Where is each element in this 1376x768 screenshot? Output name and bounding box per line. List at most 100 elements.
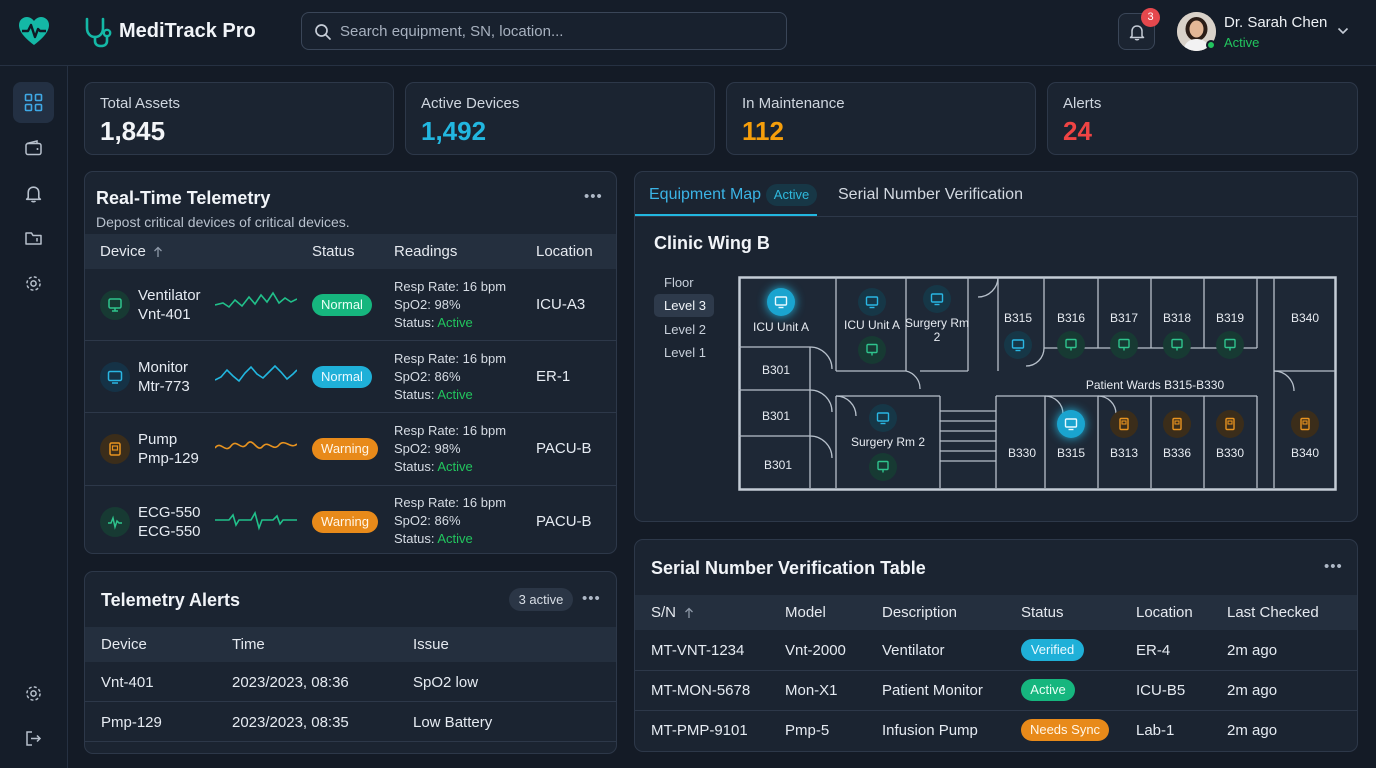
infusion-pump-marker[interactable] [1163,410,1191,438]
tab-serial-verification[interactable]: Serial Number Verification [838,186,1023,203]
search-bar[interactable] [301,12,787,50]
ecg-icon [100,507,130,537]
sort-up-icon[interactable] [153,246,163,258]
monitor-marker[interactable] [858,288,886,316]
column-header-sn[interactable]: S/N [651,604,677,621]
reading-state: Status: Active [394,315,473,330]
monitor-marker[interactable] [923,285,951,313]
floor-level-2-button[interactable]: Level 2 [664,322,706,337]
stat-label: Total Assets [100,95,181,112]
tab-equipment-map[interactable]: Equipment Map [649,186,762,203]
sparkline [215,510,297,531]
room-label: B316 [1056,311,1086,325]
device-model: Mtr-773 [138,378,190,395]
status-badge: Normal [312,294,372,316]
notifications-button[interactable] [1118,13,1155,50]
reading-resp: Resp Rate: 16 bpm [394,423,507,438]
monitor-marker[interactable] [1004,331,1032,359]
column-header-location: Location [536,243,593,260]
ventilator-marker[interactable] [1057,331,1085,359]
settings-icon [26,686,41,701]
ventilator-marker[interactable] [869,453,897,481]
ventilator-marker[interactable] [858,336,886,364]
sort-up-icon[interactable] [684,607,694,619]
column-header-device: Device [101,636,147,653]
stat-value: 24 [1063,116,1092,146]
column-header-location: Location [1136,604,1193,621]
infusion-pump-marker[interactable] [1216,410,1244,438]
serial-table-panel: Serial Number Verification Table ••• S/N… [634,539,1358,752]
alerts-panel: Telemetry Alerts 3 active ••• Device Tim… [84,571,617,754]
row-divider [635,670,1357,671]
status-badge: Normal [312,366,372,388]
search-input[interactable] [340,13,780,49]
reading-resp: Resp Rate: 16 bpm [394,495,507,510]
stat-card-total-assets[interactable]: Total Assets 1,845 [84,82,394,155]
online-indicator [1206,40,1216,50]
monitor-marker[interactable] [767,288,795,316]
infusion-pump-marker[interactable] [1291,410,1319,438]
column-header-device[interactable]: Device [100,243,146,260]
row-divider [635,710,1357,711]
top-bar: MediTrack Pro 3 Dr. Sarah Chen Active [0,0,1376,66]
alert-device: Vnt-401 [101,674,154,691]
alert-device: Pmp-129 [101,714,162,731]
sidebar-item-dashboard[interactable] [13,82,54,123]
stat-label: In Maintenance [742,95,845,112]
column-header-readings: Readings [394,243,458,260]
sidebar-item-files[interactable] [13,218,54,259]
room-label: B317 [1109,311,1139,325]
corridor-label: Patient Wards B315-B330 [1085,378,1225,392]
row-divider [85,340,616,341]
device-location: PACU-B [536,513,592,530]
more-options-icon[interactable]: ••• [584,188,603,205]
row-divider [85,701,616,702]
stat-card-active-devices[interactable]: Active Devices 1,492 [405,82,715,155]
notification-count-badge: 3 [1141,8,1160,27]
stat-value: 1,492 [421,116,487,146]
floor-level-3-button[interactable] [654,294,714,317]
reading-state: Status: Active [394,459,473,474]
device-name: Pump [138,431,178,448]
active-badge: Active [766,184,817,206]
monitor-icon [100,362,130,392]
description: Patient Monitor [882,682,983,699]
description: Infusion Pump [882,722,978,739]
wallet-icon [25,140,42,156]
floor-plan [738,276,1337,491]
ventilator-marker[interactable] [1110,331,1138,359]
wing-title: Clinic Wing B [654,233,770,253]
more-options-icon[interactable]: ••• [1324,558,1343,575]
stethoscope-logo-icon [85,17,112,48]
sidebar-item-wallet[interactable] [13,128,54,169]
sidebar-item-settings[interactable] [13,263,54,304]
sidebar-item-preferences[interactable] [13,673,54,714]
row-divider [85,741,616,742]
last-checked: 2m ago [1227,682,1278,699]
stat-card-in-maintenance[interactable]: In Maintenance 112 [726,82,1036,155]
ventilator-marker[interactable] [1216,331,1244,359]
model: Vnt-2000 [785,642,846,659]
more-options-icon[interactable]: ••• [582,590,601,607]
sparkline [215,291,297,309]
user-name: Dr. Sarah Chen [1224,14,1328,31]
column-header-model: Model [785,604,826,621]
status-badge: Warning [312,511,378,533]
monitor-marker[interactable] [869,404,897,432]
reading-spo2: SpO2: 98% [394,297,461,312]
room-label: B330 [1007,446,1037,460]
stat-card-alerts[interactable]: Alerts 24 [1047,82,1358,155]
ventilator-marker[interactable] [1163,331,1191,359]
sidebar-item-logout[interactable] [13,718,54,759]
floor-level-1-button[interactable]: Level 1 [664,345,706,360]
monitor-marker[interactable] [1057,410,1085,438]
alert-issue: SpO2 low [413,674,479,691]
room-label: B340 [1290,446,1320,460]
infusion-pump-marker[interactable] [1110,410,1138,438]
sidebar-item-notifications[interactable] [13,173,54,214]
room-label: Surgery Rm 2 [850,435,926,449]
chevron-down-icon[interactable] [1337,26,1349,36]
alert-issue: Low Battery [413,714,493,731]
device-location: PACU-B [536,440,592,457]
device-name: Monitor [138,359,189,376]
